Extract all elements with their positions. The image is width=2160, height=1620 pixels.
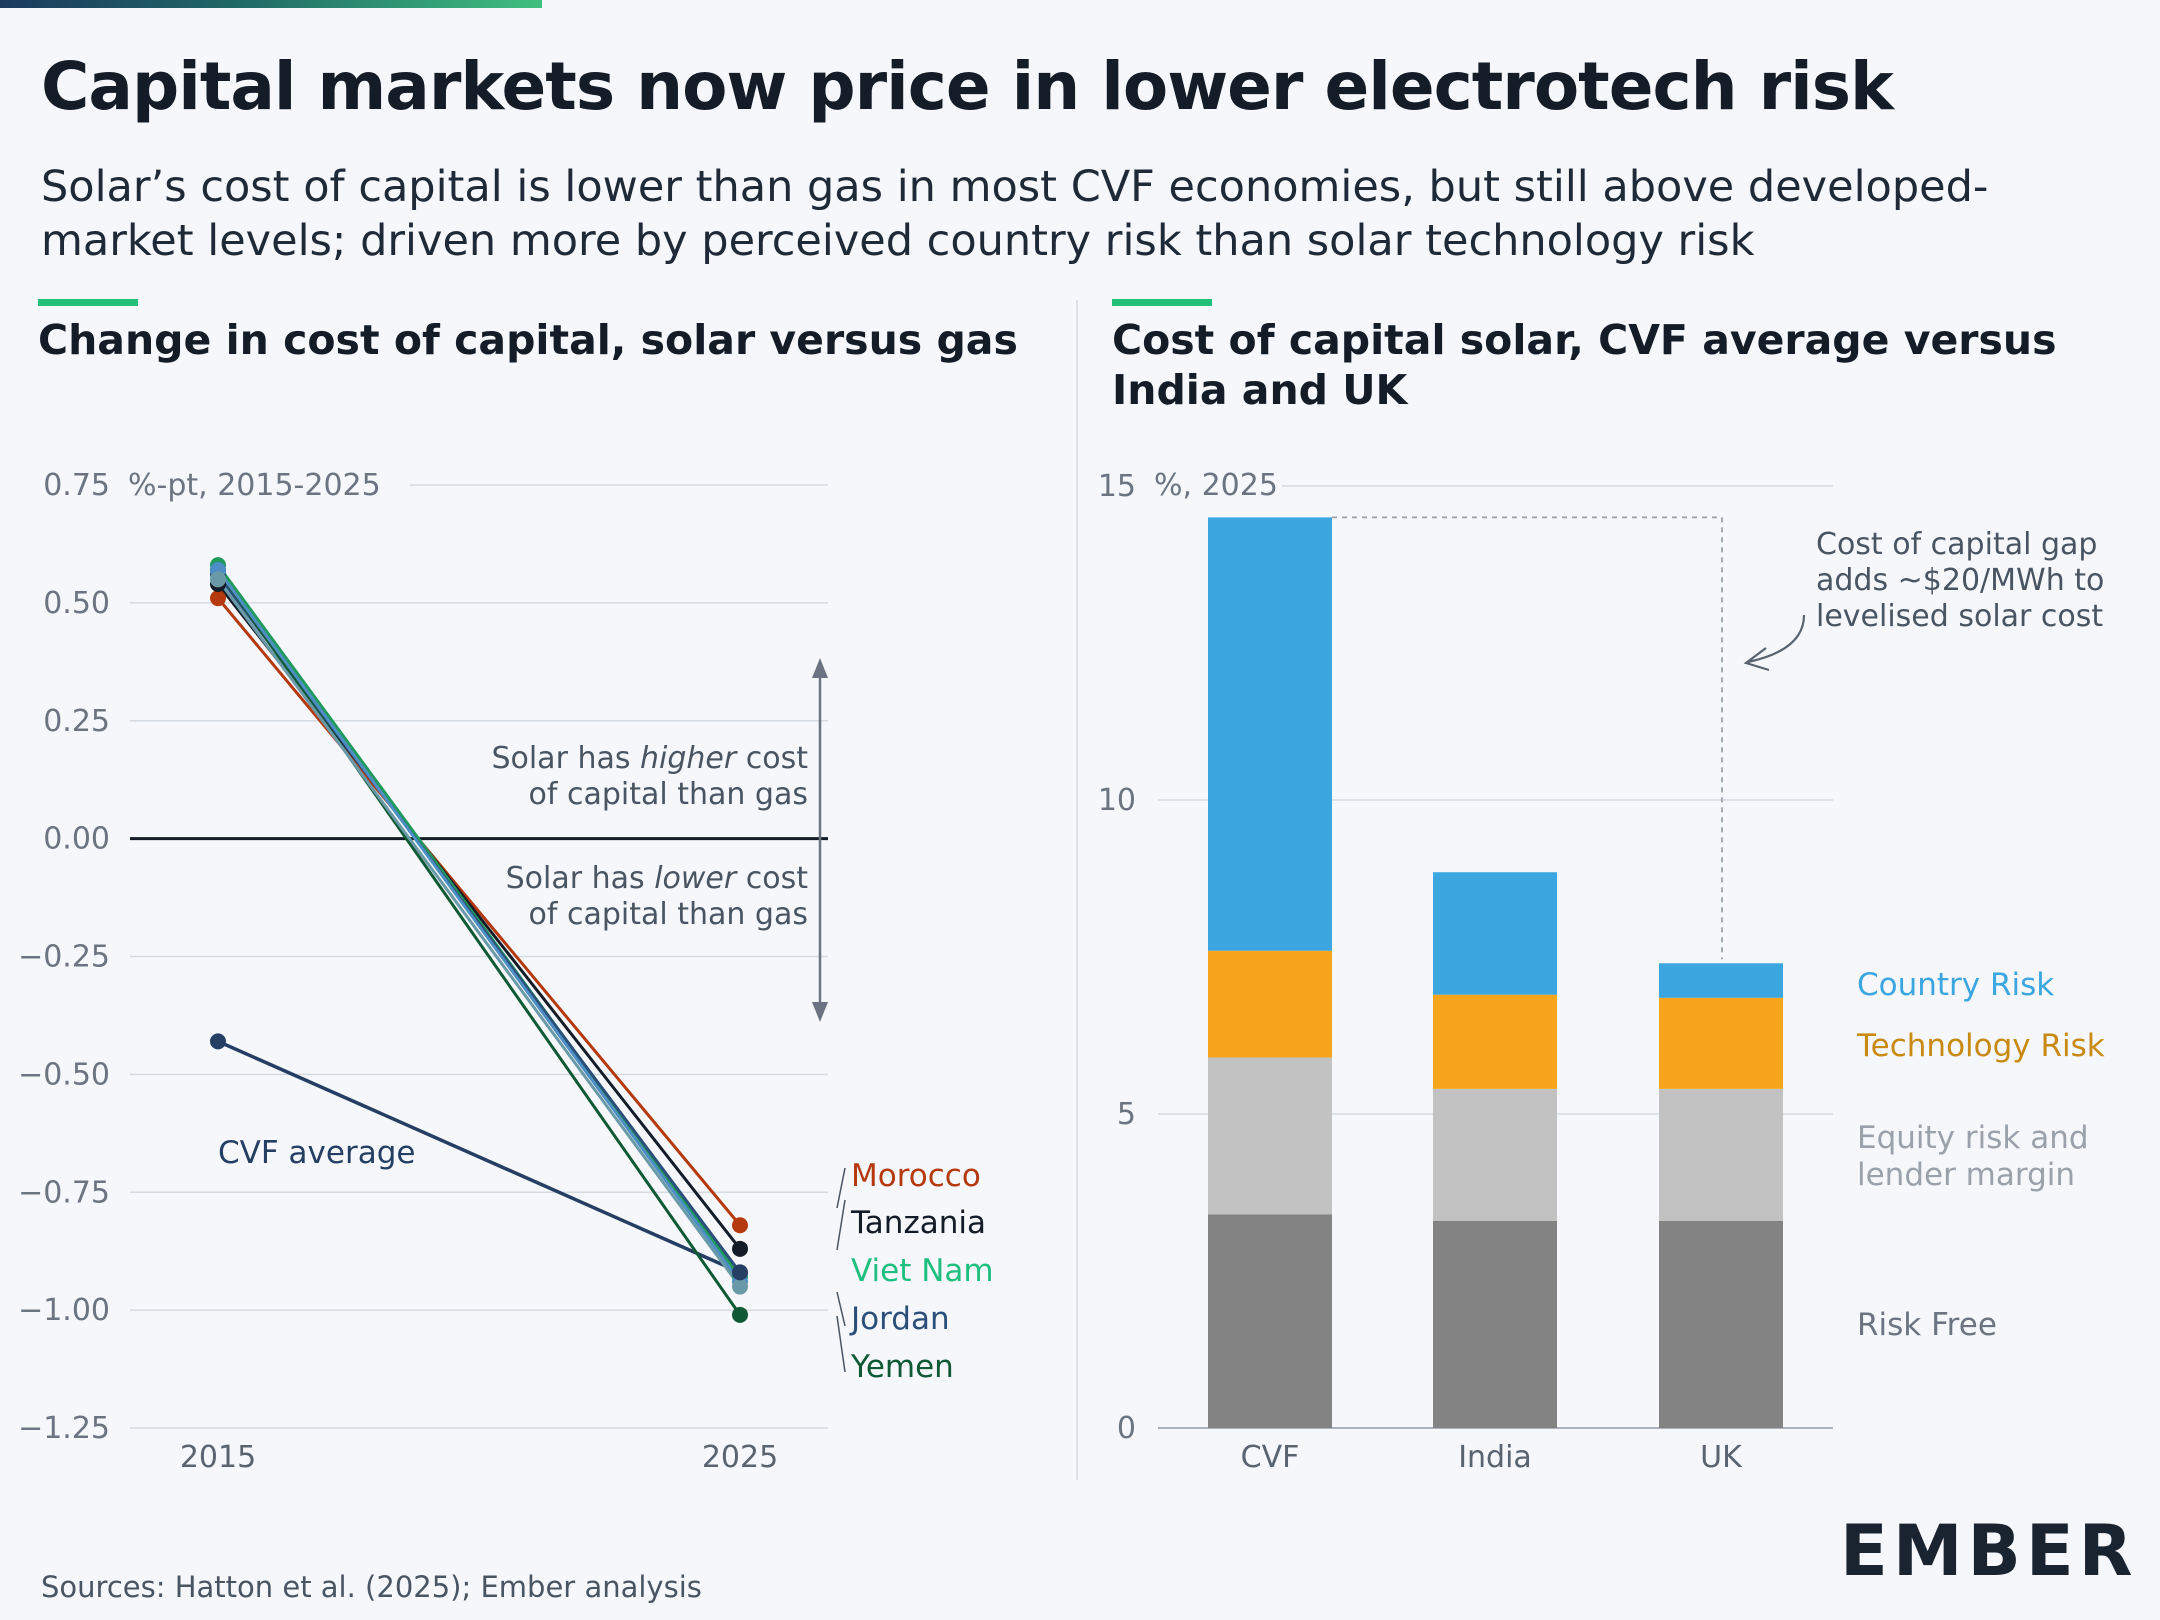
y-tick-label: 0.00 xyxy=(43,822,110,857)
point-morocco-2015 xyxy=(210,590,226,607)
slope-x-axis: 2015 2025 xyxy=(180,1440,778,1475)
y-tick-label: 0.25 xyxy=(43,704,110,739)
bar-india-risk-free xyxy=(1433,1220,1557,1428)
point-extra-2-2015 xyxy=(210,571,226,588)
slope-x-tick-2015: 2015 xyxy=(180,1440,256,1475)
gap-annotation-line3: levelised solar cost xyxy=(1816,599,2103,634)
higher-cost-annotation: Solar has higher cost xyxy=(491,741,808,776)
legend-equity-risk-line2: lender margin xyxy=(1857,1157,2075,1193)
bar-legend: Country Risk Technology Risk Equity risk… xyxy=(1856,967,2105,1343)
bar-cvf-risk-free xyxy=(1208,1214,1332,1428)
legend-equity-risk: Equity risk and xyxy=(1857,1120,2089,1156)
slope-x-tick-2025: 2025 xyxy=(702,1440,778,1475)
x-tick-uk: UK xyxy=(1700,1440,1743,1475)
slope-grid xyxy=(130,484,828,1429)
point-cvf-average-2025 xyxy=(732,1264,748,1281)
legend-risk-free: Risk Free xyxy=(1857,1307,1997,1343)
bar-uk-equity-risk-and-lender-margin xyxy=(1659,1088,1783,1221)
bar-uk-technology-risk xyxy=(1659,997,1783,1089)
gap-dashed-line xyxy=(1332,516,1723,960)
point-cvf-average-2015 xyxy=(210,1033,226,1050)
bar-india-country-risk xyxy=(1433,872,1557,995)
panel-divider xyxy=(1076,300,1078,1480)
point-morocco-2025 xyxy=(732,1217,748,1234)
label-morocco: Morocco xyxy=(851,1158,981,1194)
right-chart-title-line1: Cost of capital solar, CVF average versu… xyxy=(1112,316,2057,364)
series-line-extra-2 xyxy=(216,578,742,1288)
bar-stacks xyxy=(1208,517,1783,1428)
bar-india-technology-risk xyxy=(1433,994,1557,1089)
slope-series xyxy=(210,557,748,1323)
bar-cvf-equity-risk-and-lender-margin xyxy=(1208,1057,1332,1215)
label-yemen: Yemen xyxy=(850,1349,954,1385)
region-arrow xyxy=(812,658,828,1022)
y-tick-label: 15 xyxy=(1098,469,1136,504)
bar-uk-country-risk xyxy=(1659,963,1783,998)
gap-annotation-line2: adds ~$20/MWh to xyxy=(1816,563,2104,598)
gap-arrow xyxy=(1747,614,1806,664)
y-tick-label: −1.25 xyxy=(18,1411,110,1446)
bar-unit-label: %, 2025 xyxy=(1154,468,1278,503)
y-tick-label: 10 xyxy=(1098,783,1136,818)
y-tick-label: −1.00 xyxy=(18,1293,110,1328)
point-tanzania-2025 xyxy=(732,1240,748,1257)
bar-cvf-technology-risk xyxy=(1208,950,1332,1058)
source-note: Sources: Hatton et al. (2025); Ember ana… xyxy=(41,1570,702,1604)
page-subtitle: Solar’s cost of capital is lower than ga… xyxy=(41,162,1989,266)
slope-unit-label: %-pt, 2015-2025 xyxy=(128,468,381,503)
cvf-average-label: CVF average xyxy=(218,1135,415,1171)
ember-logo: EMBER xyxy=(1840,1510,2138,1592)
y-tick-label: 5 xyxy=(1117,1097,1136,1132)
y-tick-label: 0.75 xyxy=(43,468,110,503)
gap-annotation-line1: Cost of capital gap xyxy=(1816,527,2097,562)
stacked-bar-chart: 0 5 10 15 %, 2025 CVF India UK Cost of capita… xyxy=(1098,468,2105,1475)
bar-x-axis: CVF India UK xyxy=(1241,1440,1744,1475)
higher-cost-annotation-line2: of capital than gas xyxy=(529,777,809,812)
bar-india-equity-risk-and-lender-margin xyxy=(1433,1088,1557,1221)
lower-cost-annotation: Solar has lower cost xyxy=(506,861,809,896)
legend-technology-risk: Technology Risk xyxy=(1856,1028,2105,1064)
label-jordan: Jordan xyxy=(849,1301,950,1337)
gap-arrow-head xyxy=(1743,647,1770,672)
x-tick-india: India xyxy=(1458,1440,1532,1475)
legend-country-risk: Country Risk xyxy=(1857,967,2054,1003)
series-line-cvf-average xyxy=(217,1039,741,1275)
left-panel-accent xyxy=(38,299,138,306)
lower-cost-annotation-line2: of capital than gas xyxy=(529,897,809,932)
left-chart-title: Change in cost of capital, solar versus … xyxy=(38,316,1018,364)
bar-uk-risk-free xyxy=(1659,1220,1783,1428)
top-accent-bar xyxy=(0,0,542,8)
right-chart-title: Cost of capital solar, CVF average versu… xyxy=(1112,315,2056,415)
x-tick-cvf: CVF xyxy=(1241,1440,1300,1475)
point-extra-2-2025 xyxy=(732,1278,748,1295)
label-viet-nam: Viet Nam xyxy=(851,1253,994,1289)
point-yemen-2025 xyxy=(732,1306,748,1323)
series-line-extra-1 xyxy=(216,568,742,1283)
y-tick-label: −0.50 xyxy=(18,1057,110,1092)
right-chart-title-line2: India and UK xyxy=(1112,366,1408,414)
slope-chart: 0.75 0.50 0.25 0.00 −0.25 −0.50 −0.75 −1.00 −1.2… xyxy=(18,468,994,1475)
series-line-morocco xyxy=(216,597,742,1227)
y-tick-label: 0.50 xyxy=(43,586,110,621)
y-tick-label: −0.75 xyxy=(18,1175,110,1210)
label-tanzania: Tanzania xyxy=(850,1205,986,1241)
y-tick-label: −0.25 xyxy=(18,940,110,975)
slope-y-axis: 0.75 0.50 0.25 0.00 −0.25 −0.50 −0.75 −1.00 −1.2… xyxy=(18,468,110,1446)
y-tick-label: 0 xyxy=(1117,1411,1136,1446)
bar-cvf-country-risk xyxy=(1208,517,1332,951)
right-panel-accent xyxy=(1112,299,1212,306)
series-labels: Morocco Tanzania Viet Nam Jordan Yemen xyxy=(836,1158,994,1385)
bar-y-axis: 0 5 10 15 xyxy=(1098,469,1136,1446)
page-title: Capital markets now price in lower elect… xyxy=(41,48,1894,125)
series-line-yemen xyxy=(216,569,742,1316)
